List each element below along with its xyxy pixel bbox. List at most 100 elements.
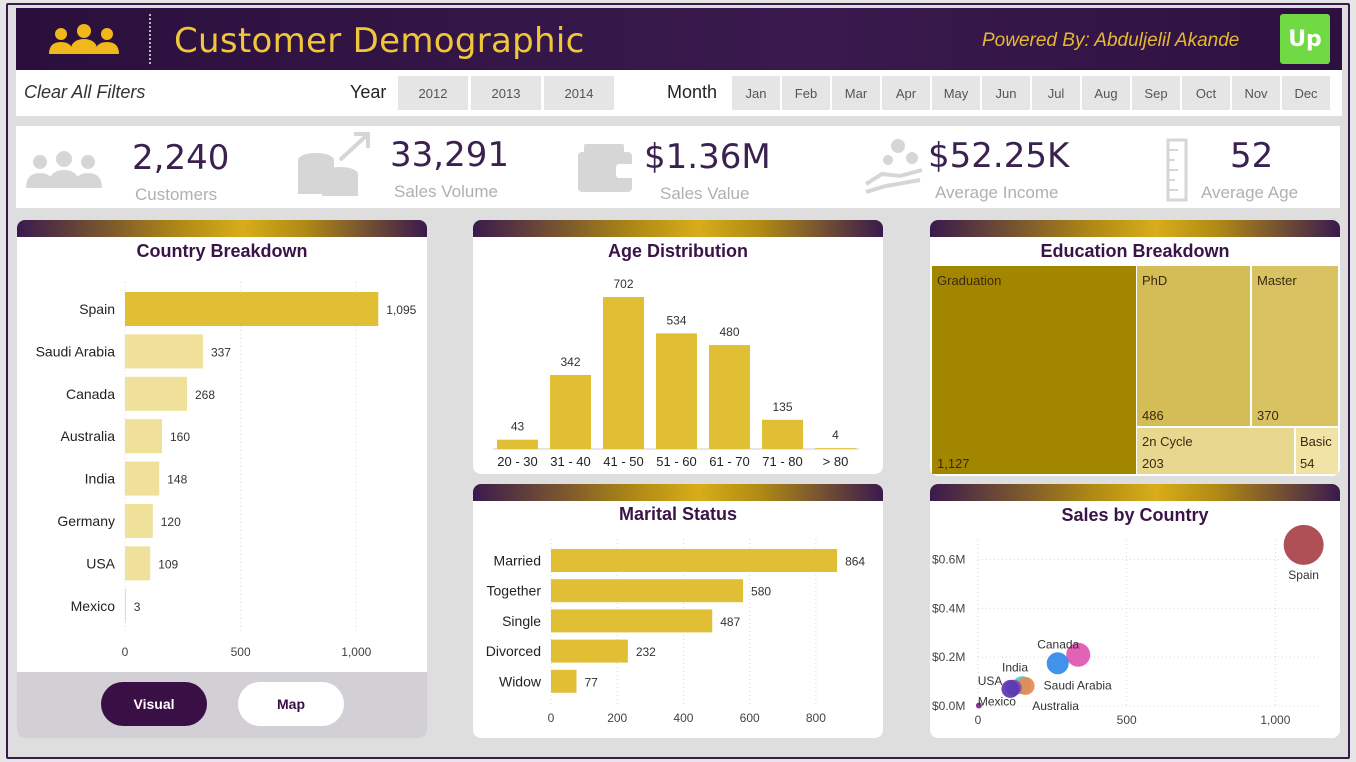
data-label: 77: [584, 675, 598, 689]
month-option-sep[interactable]: Sep: [1132, 76, 1180, 110]
month-option-jun[interactable]: Jun: [982, 76, 1030, 110]
x-tick-label: 0: [975, 713, 982, 727]
category-label: Spain: [79, 301, 115, 317]
x-tick-label: 0: [548, 711, 555, 725]
kpi-sales-volume-value: 33,291: [390, 135, 509, 175]
bar-61-70[interactable]: [709, 345, 750, 449]
education-breakdown-card: Education Breakdown Graduation 1,127 PhD…: [930, 220, 1340, 476]
treemap-cell-phd[interactable]: PhD 486: [1137, 266, 1250, 426]
category-label: 20 - 30: [497, 454, 537, 469]
year-option-2013[interactable]: 2013: [471, 76, 541, 110]
ruler-icon: [1166, 138, 1188, 202]
hand-coins-icon: [864, 139, 923, 194]
treemap-cell-graduation[interactable]: Graduation 1,127: [932, 266, 1136, 474]
month-option-oct[interactable]: Oct: [1182, 76, 1230, 110]
data-label: 160: [170, 430, 190, 444]
treemap-cell-basic[interactable]: Basic 54: [1296, 428, 1338, 474]
bar-51-60[interactable]: [656, 333, 697, 449]
sales-by-country-card: Sales by Country $0.0M $0.2M $0.4M $0.6M 0 50…: [930, 484, 1340, 738]
point-spain[interactable]: [1283, 524, 1324, 565]
kpi-sales-value-label: Sales Value: [660, 184, 750, 203]
point-label: Saudi Arabia: [1044, 678, 1112, 692]
treemap-label: 2n Cycle: [1142, 434, 1193, 449]
marital-status-title: Marital Status: [618, 504, 738, 524]
y-tick-label: $0.0M: [932, 699, 965, 713]
bar-australia[interactable]: [125, 419, 163, 454]
month-option-mar[interactable]: Mar: [832, 76, 880, 110]
page-title: Customer Demographic: [174, 21, 585, 61]
kpi-sales-value-value: $1.36M: [644, 137, 771, 177]
view-toggle-area: Visual Map: [17, 672, 427, 738]
bar-80[interactable]: [815, 448, 856, 449]
data-label: 148: [167, 473, 187, 487]
bar-mexico[interactable]: [125, 588, 126, 623]
upwork-logo-button[interactable]: Up: [1280, 14, 1330, 64]
category-label: Single: [502, 613, 541, 629]
powered-by-text: Powered By: Abduljelil Akande: [982, 30, 1240, 51]
data-label: 43: [511, 420, 525, 434]
data-label: 580: [751, 585, 771, 599]
category-label: Germany: [57, 513, 115, 529]
data-label: 342: [560, 355, 580, 369]
bar-41-50[interactable]: [603, 297, 644, 449]
point-mexico[interactable]: [975, 702, 982, 709]
card-accent-bar: [930, 220, 1340, 237]
bar-widow[interactable]: [551, 669, 577, 693]
point-label: Spain: [1288, 568, 1319, 582]
month-option-nov[interactable]: Nov: [1232, 76, 1280, 110]
year-option-2014[interactable]: 2014: [544, 76, 614, 110]
month-option-apr[interactable]: Apr: [882, 76, 930, 110]
data-label: 120: [161, 515, 181, 529]
bar-spain[interactable]: [125, 292, 379, 326]
upwork-logo-text: Up: [1288, 26, 1322, 52]
bar-divorced[interactable]: [551, 639, 628, 663]
month-option-dec[interactable]: Dec: [1282, 76, 1330, 110]
bar-saudi-arabia[interactable]: [125, 334, 203, 369]
point-usa[interactable]: [1001, 679, 1020, 698]
x-tick-label: 600: [740, 711, 760, 725]
bar-usa[interactable]: [125, 546, 151, 581]
data-label: 702: [613, 277, 633, 291]
month-option-jul[interactable]: Jul: [1032, 76, 1080, 110]
year-option-2012[interactable]: 2012: [398, 76, 468, 110]
clear-all-filters-button[interactable]: Clear All Filters: [24, 82, 146, 102]
age-distribution-title: Age Distribution: [608, 241, 748, 261]
month-option-may[interactable]: May: [932, 76, 980, 110]
bar-31-40[interactable]: [550, 374, 591, 449]
bar-20-30[interactable]: [497, 439, 538, 449]
bar-single[interactable]: [551, 609, 713, 633]
bar-india[interactable]: [125, 461, 160, 496]
data-label: 4: [832, 428, 839, 442]
bar-71-80[interactable]: [762, 419, 803, 449]
country-breakdown-card: Country Breakdown 0 500 1,000 Spain 1,095 Sau…: [17, 220, 427, 738]
bar-together[interactable]: [551, 579, 744, 603]
month-label: Month: [667, 82, 718, 102]
category-label: > 80: [823, 454, 849, 469]
card-accent-bar: [473, 220, 883, 237]
category-label: 51 - 60: [656, 454, 696, 469]
header-bar: Customer Demographic Powered By: Abdulje…: [16, 8, 1342, 70]
bar-married[interactable]: [551, 549, 838, 572]
month-option-feb[interactable]: Feb: [782, 76, 830, 110]
data-label: 268: [195, 388, 215, 402]
treemap-cell-master[interactable]: Master 370: [1252, 266, 1338, 426]
data-label: 534: [666, 313, 686, 327]
coins-growth-icon: [298, 132, 370, 196]
map-toggle-button[interactable]: Map: [238, 682, 344, 726]
data-label: 864: [845, 555, 865, 569]
point-label: Australia: [1032, 699, 1079, 713]
visual-toggle-button[interactable]: Visual: [101, 682, 207, 726]
month-option-jan[interactable]: Jan: [732, 76, 780, 110]
age-distribution-chart: 43 20 - 30 342 31 - 40 702 41 - 50 534 51 - 60 4…: [493, 277, 859, 469]
sales-by-country-chart: $0.0M $0.2M $0.4M $0.6M 0 500 1,000 Spain Canada…: [932, 524, 1324, 727]
point-canada[interactable]: [1066, 642, 1091, 667]
point-saudi-arabia[interactable]: [1046, 652, 1069, 675]
month-option-aug[interactable]: Aug: [1082, 76, 1130, 110]
bar-germany[interactable]: [125, 504, 153, 538]
category-label: 31 - 40: [550, 454, 590, 469]
treemap-cell-2n-cycle[interactable]: 2n Cycle 203: [1137, 428, 1294, 474]
x-tick-label: 400: [673, 711, 693, 725]
category-label: Saudi Arabia: [36, 343, 116, 359]
bar-canada[interactable]: [125, 376, 187, 411]
point-label: India: [1002, 660, 1028, 674]
